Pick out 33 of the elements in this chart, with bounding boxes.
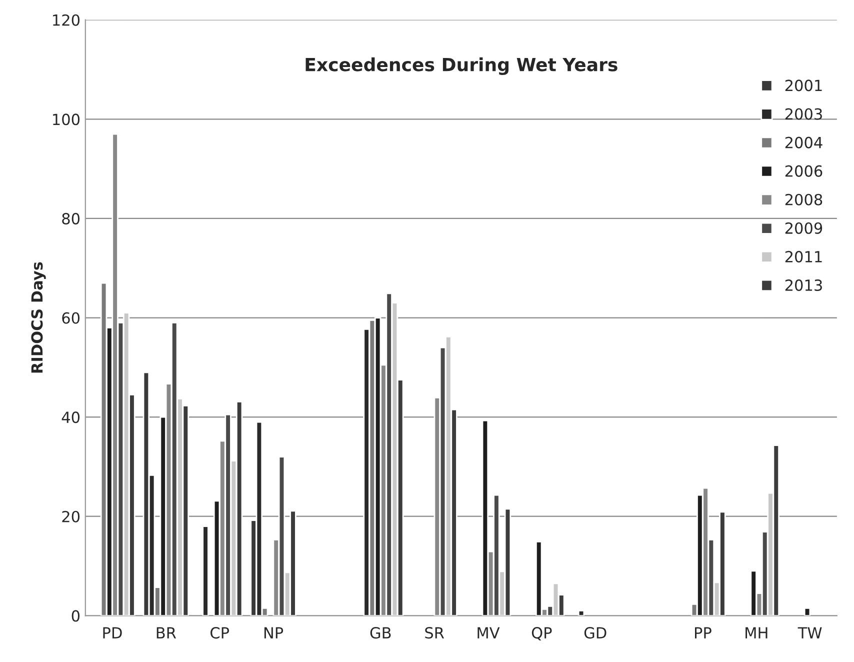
x-tick-label: CP bbox=[210, 627, 230, 639]
x-tick-label: QP bbox=[532, 627, 552, 640]
legend-label: 2009 bbox=[785, 222, 822, 234]
bar bbox=[804, 608, 811, 616]
y-tick-label: 60 bbox=[62, 312, 80, 324]
y-axis-title: RIDOCS Days bbox=[31, 262, 46, 373]
legend-label: 2013 bbox=[785, 279, 822, 291]
bar bbox=[482, 420, 489, 616]
bar bbox=[202, 526, 209, 616]
legend-label: 2008 bbox=[785, 194, 822, 206]
legend-label: 2011 bbox=[785, 250, 822, 262]
text: Exceedences During Wet Years bbox=[306, 57, 618, 76]
x-tick-label: PD bbox=[103, 627, 122, 638]
x-tick-label: TW bbox=[798, 627, 822, 638]
legend-label: 2003 bbox=[785, 108, 822, 120]
y-tick-label: 20 bbox=[62, 510, 80, 522]
legend-label: 2004 bbox=[785, 136, 822, 148]
x-tick-label: GD bbox=[584, 627, 606, 639]
x-tick-label: MH bbox=[746, 627, 768, 638]
y-tick-label: 40 bbox=[62, 412, 80, 424]
y-tick-label: 0 bbox=[72, 610, 80, 622]
x-tick-label: BR bbox=[156, 627, 176, 638]
y-tick-label: 120 bbox=[53, 14, 80, 26]
x-tick-label: SR bbox=[425, 627, 444, 639]
x-tick-label: GB bbox=[370, 627, 391, 639]
y-tick-label: 80 bbox=[62, 212, 80, 224]
x-tick-label: MV bbox=[478, 627, 500, 638]
legend-label: 2001 bbox=[785, 80, 822, 92]
x-tick-label: NP bbox=[264, 627, 284, 638]
bar bbox=[578, 610, 585, 616]
x-tick-label: PP bbox=[695, 627, 712, 638]
legend-label: 2006 bbox=[785, 165, 822, 177]
y-tick-label: 100 bbox=[53, 114, 80, 126]
